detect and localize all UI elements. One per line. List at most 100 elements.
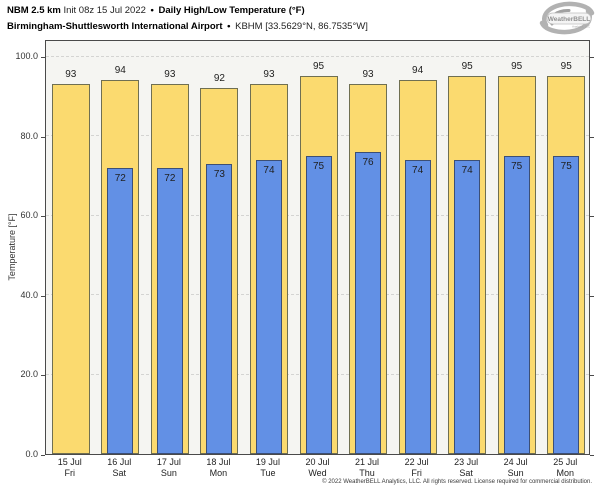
x-tick-label-day: Thu: [359, 468, 375, 478]
copyright-text: © 2022 WeatherBELL Analytics, LLC. All r…: [322, 479, 592, 485]
high-bar: [51, 84, 90, 454]
header-line-2: Birmingham-Shuttlesworth International A…: [7, 19, 368, 35]
x-tick-label-date: 21 Jul: [355, 457, 380, 467]
plot-area: 93 94 72 93 72 92 73 93 74 95 75 93 76 94 74 95 74 95 75 95…: [45, 40, 590, 455]
low-value-label: 72: [164, 172, 176, 184]
product-title: Daily High/Low Temperature (°F): [158, 5, 305, 16]
x-tick-label-date: 22 Jul: [404, 457, 429, 467]
low-value-label: 75: [511, 160, 523, 172]
weatherbell-logo-icon: WeatherBELL Analytics, LLC: [539, 1, 595, 35]
header-line-1: NBM 2.5 km Init 08z 15 Jul 2022 • Daily …: [7, 3, 368, 19]
y-tick-label: 80.0: [20, 130, 38, 141]
low-bar: [255, 159, 282, 454]
high-value-label: 93: [164, 69, 176, 81]
gridline-100: [46, 55, 589, 57]
high-value-label: 95: [312, 61, 325, 73]
x-tick-label-date: 20 Jul: [305, 457, 330, 467]
x-tick-label-day: Sat: [112, 468, 127, 478]
y-tick-mark-left: [41, 136, 45, 138]
x-tick-label-date: 15 Jul: [57, 457, 82, 467]
low-bar: [553, 155, 580, 454]
low-value-label: 74: [461, 164, 473, 176]
high-value-label: 93: [65, 69, 77, 81]
x-tick-label-date: 18 Jul: [206, 457, 231, 467]
y-tick-mark-left: [41, 375, 45, 377]
x-tick-label-date: 16 Jul: [107, 457, 132, 467]
logo-text: WeatherBELL: [548, 16, 591, 23]
low-bar: [206, 163, 233, 454]
x-tick-label: 17 Jul Sun: [144, 457, 194, 479]
x-tick-label: 20 Jul Wed: [293, 457, 343, 479]
low-value-label: 74: [263, 164, 275, 176]
x-tick-label: 15 Jul Fri: [45, 457, 95, 479]
x-tick-label: 18 Jul Mon: [194, 457, 244, 479]
y-tick-label: 60.0: [20, 210, 38, 221]
x-tick-label: 21 Jul Thu: [342, 457, 392, 479]
y-tick-mark-left: [41, 216, 45, 218]
logo-subtext: Analytics, LLC: [572, 25, 590, 29]
x-tick-label-day: Sun: [507, 468, 524, 478]
high-value-label: 92: [213, 73, 225, 85]
y-tick-mark-left: [41, 295, 45, 297]
station-id: KBHM [33.5629°N, 86.7535°W]: [235, 21, 368, 32]
low-value-label: 76: [362, 156, 374, 168]
x-tick-label: 25 Jul Mon: [540, 457, 590, 479]
x-tick-label-day: Mon: [556, 468, 574, 478]
init-time: Init 08z 15 Jul 2022: [63, 5, 146, 16]
low-value-label: 74: [412, 164, 424, 176]
y-tick-mark-left: [41, 455, 45, 456]
y-tick-mark-right: [590, 295, 594, 297]
high-value-label: 94: [412, 65, 424, 77]
low-value-label: 75: [312, 160, 325, 172]
y-tick-label: 40.0: [20, 289, 38, 300]
x-tick-label-date: 17 Jul: [156, 457, 181, 467]
x-tick-label-day: Wed: [308, 468, 327, 478]
x-tick-label-day: Fri: [411, 468, 422, 478]
y-axis-title: Temperature [°F]: [7, 213, 17, 281]
chart-header: NBM 2.5 km Init 08z 15 Jul 2022 • Daily …: [7, 3, 368, 35]
x-tick-label: 19 Jul Tue: [243, 457, 293, 479]
low-bar: [156, 167, 183, 454]
x-tick-label-date: 19 Jul: [255, 457, 280, 467]
high-value-label: 95: [461, 61, 473, 73]
x-tick-label: 23 Jul Sat: [441, 457, 491, 479]
x-tick-label-day: Sat: [459, 468, 473, 478]
x-tick-label-day: Sun: [160, 468, 177, 478]
y-tick-mark-right: [590, 455, 594, 456]
x-tick-label-day: Fri: [64, 468, 76, 478]
y-tick-label: 0.0: [25, 449, 38, 459]
x-tick-label-date: 25 Jul: [553, 457, 578, 467]
y-tick-label: 20.0: [20, 369, 38, 380]
low-value-label: 72: [114, 172, 126, 184]
low-bar: [355, 151, 382, 454]
model-name: NBM 2.5 km: [7, 5, 61, 16]
y-tick-mark-right: [590, 57, 594, 59]
high-value-label: 95: [560, 61, 572, 73]
x-tick-label: 24 Jul Sun: [491, 457, 541, 479]
low-bar: [305, 155, 332, 454]
high-value-label: 95: [511, 61, 523, 73]
low-value-label: 75: [560, 160, 572, 172]
y-tick-mark-right: [590, 375, 594, 377]
y-tick-mark-left: [41, 57, 45, 59]
x-tick-label-day: Tue: [260, 468, 276, 478]
low-bar: [503, 155, 530, 454]
separator-dot: •: [150, 5, 154, 16]
y-tick-mark-right: [590, 136, 594, 138]
high-value-label: 93: [362, 69, 374, 81]
station-name: Birmingham-Shuttlesworth International A…: [7, 21, 223, 32]
x-tick-label: 22 Jul Fri: [392, 457, 442, 479]
y-tick-label: 100.0: [15, 51, 38, 62]
high-value-label: 94: [114, 65, 126, 77]
x-tick-label-day: Mon: [209, 468, 228, 478]
y-tick-mark-right: [590, 216, 594, 218]
low-value-label: 73: [213, 168, 225, 180]
low-bar: [107, 167, 134, 454]
low-bar: [454, 159, 481, 454]
x-tick-label: 16 Jul Sat: [95, 457, 145, 479]
x-tick-label-date: 23 Jul: [454, 457, 479, 467]
high-value-label: 93: [263, 69, 275, 81]
low-bar: [404, 159, 431, 454]
separator-dot: •: [227, 21, 231, 32]
